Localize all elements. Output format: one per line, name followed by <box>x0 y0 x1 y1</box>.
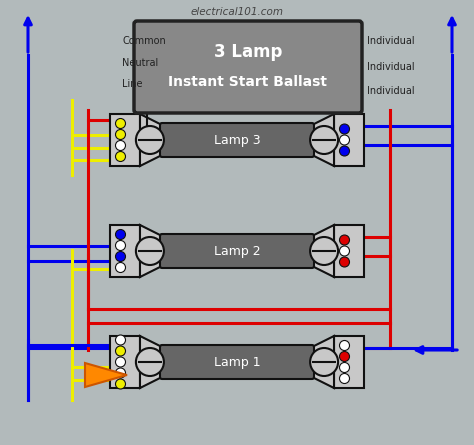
FancyBboxPatch shape <box>334 114 364 166</box>
Text: Individual: Individual <box>367 62 415 72</box>
Text: Neutral: Neutral <box>122 58 158 68</box>
Circle shape <box>116 379 126 389</box>
Polygon shape <box>312 336 334 388</box>
Text: 3 Lamp: 3 Lamp <box>214 43 282 61</box>
Circle shape <box>116 263 126 272</box>
Circle shape <box>116 346 126 356</box>
Circle shape <box>116 335 126 345</box>
FancyBboxPatch shape <box>110 336 140 388</box>
Polygon shape <box>85 363 127 387</box>
FancyBboxPatch shape <box>134 21 362 113</box>
Circle shape <box>339 340 349 351</box>
Text: electrical101.com: electrical101.com <box>191 7 283 17</box>
Circle shape <box>116 118 126 129</box>
Circle shape <box>339 135 349 145</box>
Text: Lamp 2: Lamp 2 <box>214 244 260 258</box>
FancyBboxPatch shape <box>160 345 314 379</box>
Circle shape <box>116 240 126 251</box>
FancyBboxPatch shape <box>334 336 364 388</box>
Circle shape <box>116 230 126 239</box>
Text: Instant Start Ballast: Instant Start Ballast <box>168 76 328 89</box>
Polygon shape <box>140 336 162 388</box>
FancyBboxPatch shape <box>160 234 314 268</box>
Polygon shape <box>312 114 334 166</box>
Text: Lamp 1: Lamp 1 <box>214 356 260 368</box>
Polygon shape <box>312 225 334 277</box>
Circle shape <box>339 246 349 256</box>
Circle shape <box>116 357 126 367</box>
Circle shape <box>339 235 349 245</box>
FancyBboxPatch shape <box>110 225 140 277</box>
Circle shape <box>339 257 349 267</box>
Circle shape <box>339 352 349 361</box>
Circle shape <box>310 348 338 376</box>
FancyBboxPatch shape <box>160 123 314 157</box>
Circle shape <box>339 146 349 156</box>
Circle shape <box>116 141 126 150</box>
Polygon shape <box>140 225 162 277</box>
Circle shape <box>116 129 126 139</box>
Circle shape <box>116 251 126 262</box>
Circle shape <box>136 126 164 154</box>
Circle shape <box>136 348 164 376</box>
Circle shape <box>339 124 349 134</box>
FancyBboxPatch shape <box>110 114 140 166</box>
Circle shape <box>339 363 349 372</box>
Circle shape <box>310 237 338 265</box>
Text: Common: Common <box>122 36 166 46</box>
Circle shape <box>136 237 164 265</box>
FancyBboxPatch shape <box>334 225 364 277</box>
Circle shape <box>310 126 338 154</box>
Text: Individual: Individual <box>367 86 415 96</box>
Circle shape <box>116 368 126 378</box>
Text: Line: Line <box>122 79 143 89</box>
Circle shape <box>116 151 126 162</box>
Polygon shape <box>140 114 162 166</box>
Text: Individual: Individual <box>367 36 415 46</box>
Text: Lamp 3: Lamp 3 <box>214 134 260 146</box>
Circle shape <box>339 373 349 384</box>
